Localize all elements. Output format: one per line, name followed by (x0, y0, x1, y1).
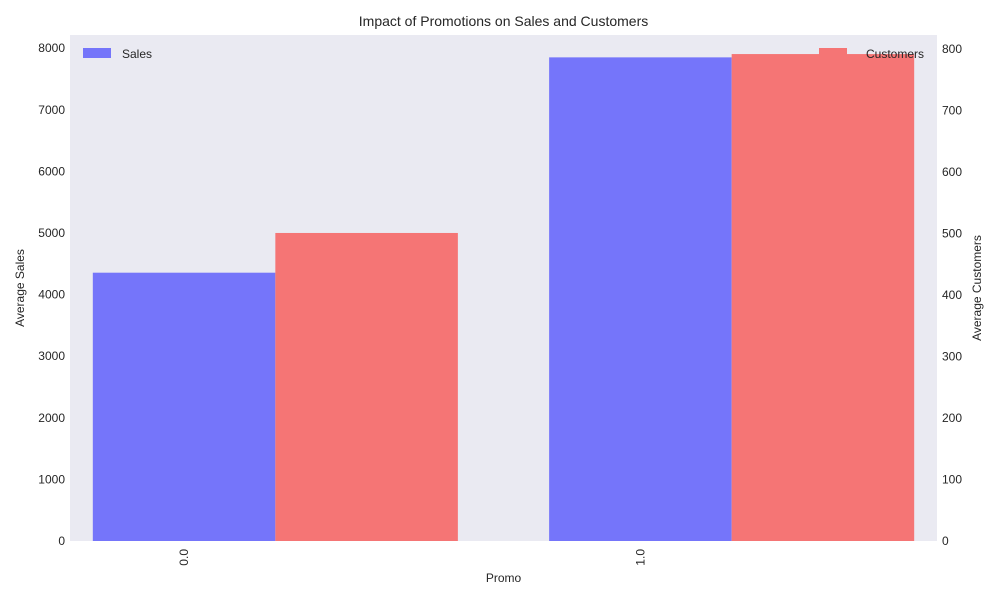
left-tick-label: 6000 (38, 164, 65, 178)
legend-label-customers: Customers (866, 47, 924, 61)
left-tick-label: 5000 (38, 226, 65, 240)
bar-customers-0.0 (275, 232, 458, 541)
x-axis-label: Promo (486, 571, 522, 585)
left-tick-label: 8000 (38, 41, 65, 55)
left-tick-label: 4000 (38, 288, 65, 302)
bars-layer (92, 54, 915, 541)
left-tick-label: 7000 (38, 103, 65, 117)
right-tick-label: 200 (942, 411, 962, 425)
right-tick-label: 400 (942, 288, 962, 302)
bar-sales-1.0 (549, 57, 732, 541)
right-tick-label: 100 (942, 473, 962, 487)
left-axis-ticks: 0 1000 2000 3000 4000 5000 6000 7000 8000 (38, 41, 65, 548)
bar-sales-0.0 (92, 272, 276, 541)
right-y-axis-label: Average Customers (970, 235, 984, 341)
legend-swatch-sales (83, 48, 111, 58)
right-tick-label: 700 (942, 104, 962, 118)
x-tick-label: 1.0 (633, 549, 647, 566)
legend-sales: Sales (83, 47, 152, 61)
bar-customers-1.0 (731, 54, 915, 541)
legend-swatch-customers (819, 48, 847, 58)
chart-title: Impact of Promotions on Sales and Custom… (359, 13, 648, 29)
left-tick-label: 2000 (38, 411, 65, 425)
right-tick-label: 500 (942, 227, 962, 241)
right-axis-ticks: 0 100 200 300 400 500 600 700 800 (942, 42, 962, 548)
right-tick-label: 800 (942, 42, 962, 56)
legend-label-sales: Sales (122, 47, 152, 61)
legend-customers: Customers (819, 47, 924, 61)
left-tick-label: 1000 (38, 472, 65, 486)
right-tick-label: 300 (942, 350, 962, 364)
x-tick-label: 0.0 (177, 549, 191, 566)
right-tick-label: 0 (942, 534, 949, 548)
right-tick-label: 600 (942, 165, 962, 179)
left-tick-label: 0 (58, 534, 65, 548)
left-y-axis-label: Average Sales (13, 249, 27, 327)
left-tick-label: 3000 (38, 349, 65, 363)
x-axis-ticks: 0.0 1.0 (177, 549, 647, 566)
